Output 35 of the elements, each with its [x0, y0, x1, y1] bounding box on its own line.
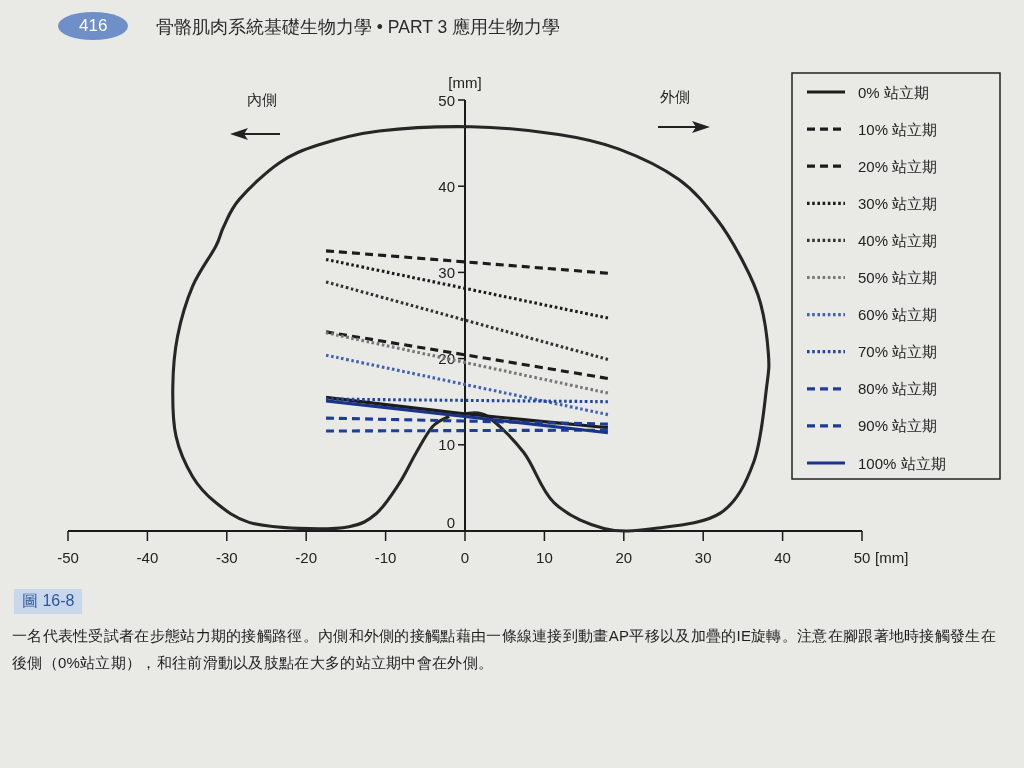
- legend-label: 20% 站立期: [858, 157, 938, 175]
- x-tick-label: 0: [460, 548, 470, 566]
- legend-label: 40% 站立期: [858, 231, 938, 249]
- x-tick-label: 40: [774, 548, 791, 566]
- text: 骨骼肌肉系統基礎生物力學 • PART 3 應用生物力學: [156, 16, 561, 39]
- y-tick-label: 50: [438, 91, 455, 109]
- y-tick-label: 40: [438, 177, 455, 195]
- y-tick-label: 10: [438, 436, 455, 454]
- legend-label: 60% 站立期: [858, 306, 938, 324]
- legend-label: 90% 站立期: [858, 417, 938, 435]
- legend-label: 70% 站立期: [858, 343, 938, 361]
- text: 圖 16-8: [14, 589, 83, 614]
- x-tick-label: 30: [694, 548, 712, 566]
- x-tick-label: 20: [615, 548, 633, 566]
- annotation: 內側: [247, 90, 277, 108]
- x-tick-label: -30: [215, 548, 238, 566]
- annotation: 外側: [660, 87, 690, 105]
- legend-label: 80% 站立期: [858, 380, 938, 398]
- legend-label: 0% 站立期: [858, 83, 929, 101]
- x-tick-label: 10: [536, 548, 553, 566]
- text: 一名代表性受試者在步態站力期的接觸路徑。內側和外側的接觸點藉由一條線連接到動畫AP平移以及加疊的IE旋轉。注意在腳跟著地時接觸發生在後側（0%站立期），和往前滑動以及肢點在大多的站立期中會在外側。: [12, 626, 997, 673]
- text: 416: [58, 12, 129, 40]
- legend-label: 10% 站立期: [858, 120, 938, 138]
- x-tick-label: -10: [374, 548, 397, 566]
- x-tick-label: 50: [853, 548, 871, 566]
- x-axis-title: [mm]: [875, 548, 909, 566]
- x-tick-label: -50: [57, 548, 79, 566]
- legend-label: 30% 站立期: [858, 194, 938, 212]
- y-axis-title: [mm]: [448, 73, 482, 91]
- legend-label: 50% 站立期: [858, 269, 938, 286]
- x-tick-label: -20: [295, 548, 318, 566]
- y-tick-label: 0: [446, 513, 455, 531]
- legend-label: 100% 站立期: [858, 454, 946, 472]
- x-tick-label: -40: [136, 548, 159, 566]
- y-tick-label: 30: [438, 263, 455, 281]
